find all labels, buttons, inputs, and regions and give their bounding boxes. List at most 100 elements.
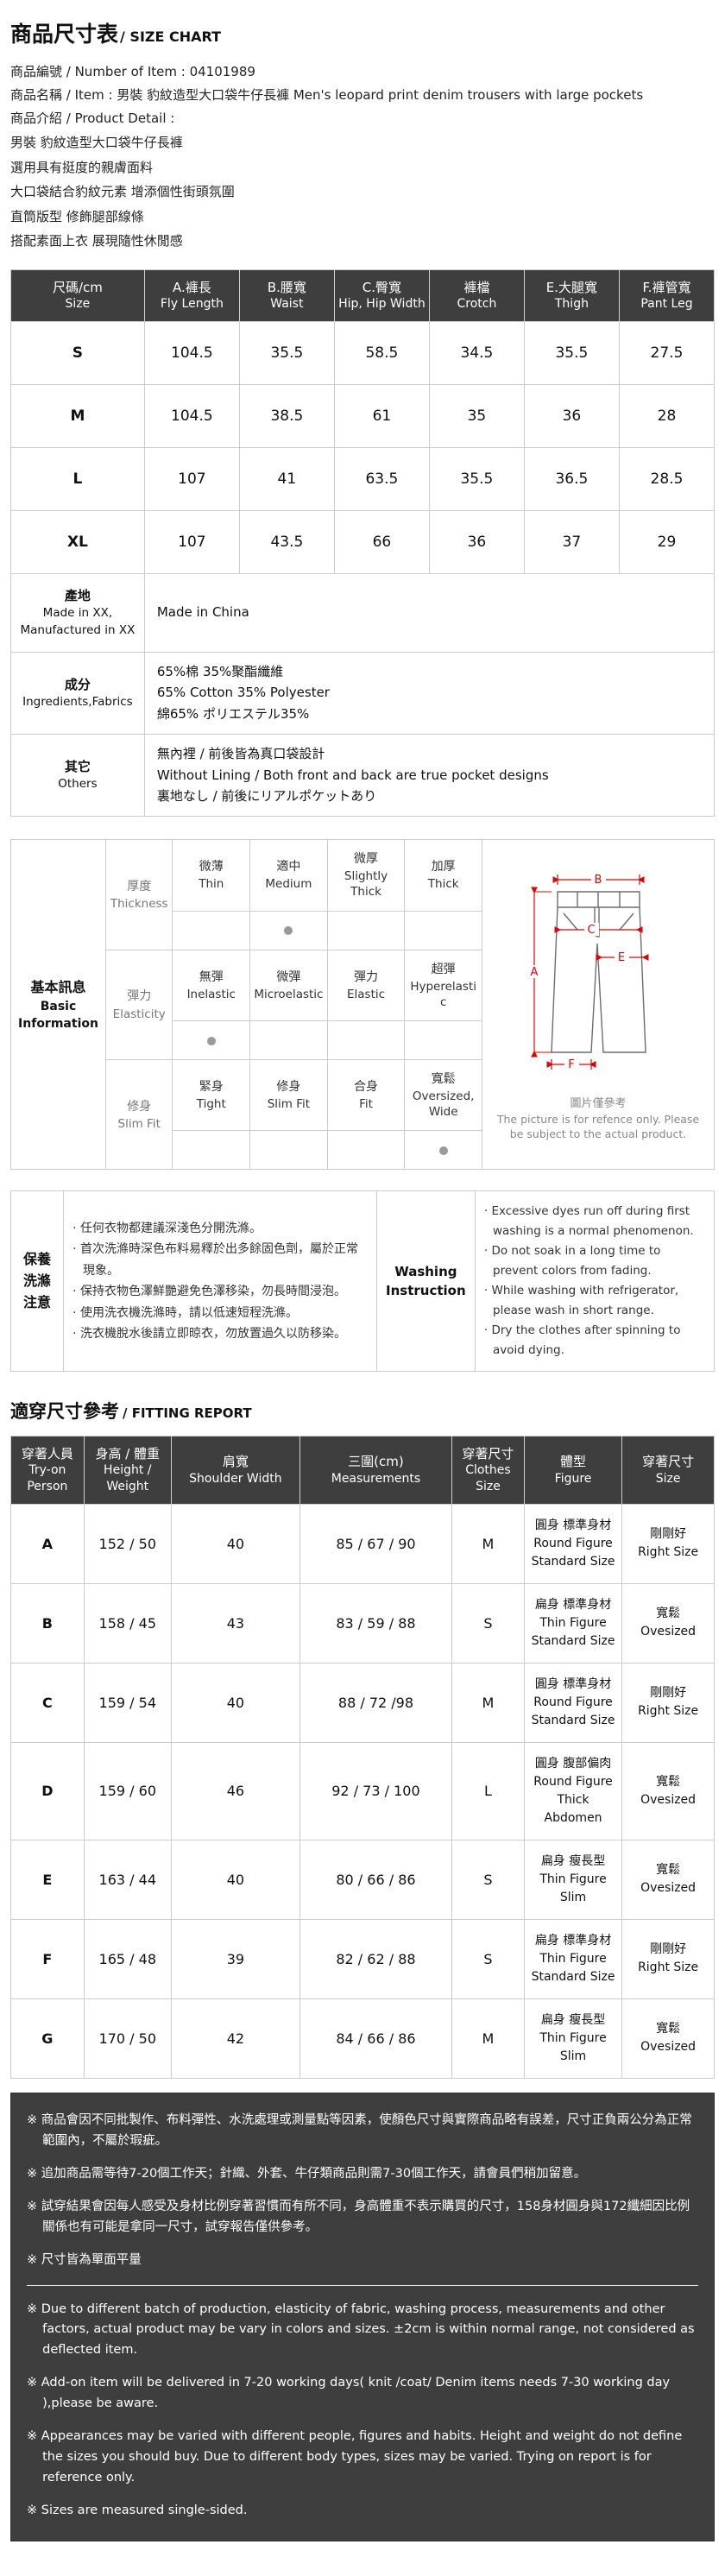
column-header-zh: 穿著尺寸 — [642, 1454, 695, 1470]
wearing-size-zh: 寬鬆 — [656, 1863, 681, 1878]
attribute-label-zh: 其它 — [64, 758, 91, 774]
diagram-label-b: B — [594, 874, 602, 887]
basic-option-zh: 適中 — [276, 860, 301, 874]
basic-option-cell: 微厚 Slightly Thick — [326, 839, 406, 912]
basic-attribute-label: 彈力 Elasticity — [105, 949, 173, 1061]
height-weight-cell: 165 / 48 — [83, 1918, 172, 1999]
basic-dot-cell — [172, 1020, 251, 1061]
basic-option-en: Inelastic — [186, 987, 236, 1001]
fitting-report-title-zh: 適穿尺寸參考 — [10, 1400, 119, 1422]
attribute-label-en: Others — [58, 777, 98, 792]
washing-label: 保養 洗滌 注意 — [9, 1190, 65, 1372]
column-header-en: Clothes Size — [465, 1463, 511, 1494]
measurements-cell: 85 / 67 / 90 — [299, 1503, 452, 1584]
attribute-value-line: 無內裡 / 前後皆為真口袋設計 — [156, 745, 325, 761]
size-value-cell: 104.5 — [143, 383, 240, 448]
figure-en: Round Figure Standard Size — [531, 1695, 615, 1727]
height-weight-cell: 159 / 54 — [83, 1662, 172, 1743]
footer-notes-en: ※ Due to different batch of production, … — [27, 2300, 698, 2522]
product-detail-lines: 男裝 豹紋造型大口袋牛仔長褲 選用具有挺度的親膚面料 大口袋結合豹紋元素 增添個性街… — [10, 130, 715, 254]
fitting-row: A 152 / 50 40 85 / 67 / 90 M 圓身 標準身材 Round Fig… — [10, 1503, 715, 1584]
basic-attribute-label: 厚度 Thickness — [105, 839, 173, 950]
product-detail-label: 商品介紹 / Product Detail : — [10, 110, 175, 126]
attribute-value-cell: Made in China — [143, 572, 716, 653]
try-on-person-cell: G — [10, 1998, 85, 2079]
attribute-value-line: Made in China — [156, 604, 249, 621]
column-header-en: Size — [655, 1471, 681, 1486]
basic-option-en: Tight — [196, 1097, 226, 1112]
basic-attribute-label-zh: 彈力 — [127, 989, 152, 1004]
washing-table: 保養 洗滌 注意 · 任何衣物都建議深淺色分開洗滌。 · 首次洗滌時深色布料易釋於出多… — [9, 1190, 716, 1372]
column-header-zh: C.臀寬 — [362, 279, 401, 295]
column-header-zh: B.腰寬 — [267, 279, 306, 295]
basic-dot-cell — [172, 1130, 251, 1171]
fitting-column-header: 三圍(cm) Measurements — [299, 1435, 452, 1505]
size-value-cell: 43.5 — [238, 509, 335, 574]
washing-note-en: · Excessive dyes run off during first wa… — [483, 1204, 694, 1239]
size-value-cell: 63.5 — [333, 446, 430, 511]
washing-note-zh: · 首次洗滌時深色布料易釋於出多餘固色劑，屬於正常現象。 — [72, 1242, 359, 1278]
diagram-label-e: E — [617, 951, 624, 964]
basic-dot-cell — [326, 1130, 406, 1171]
basic-option-en: Microelastic — [254, 987, 324, 1001]
basic-attribute-row: 修身 Slim Fit 緊身 Tight 修身 Slim Fit 合身 Fit 寬鬆 Oversi… — [11, 1059, 715, 1171]
basic-info-title-en: Basic Information — [18, 1000, 98, 1031]
size-value-cell: 107 — [143, 446, 240, 511]
size-chart-row: S 104.5 35.5 58.5 34.5 35.5 27.5 — [10, 320, 716, 385]
basic-dot-cell — [249, 1130, 328, 1171]
figure-zh: 圓身 標準身材 — [534, 1676, 612, 1691]
wearing-size-cell: 寬鬆 Ovesized — [621, 1998, 715, 2079]
fitting-column-header: 穿著尺寸 Clothes Size — [451, 1435, 525, 1505]
column-header-zh: F.褲管寬 — [642, 279, 691, 295]
fitting-report-table: 穿著人員 Try-on Person 身高 / 體重 Height / Weight 肩… — [10, 1435, 715, 2079]
try-on-person-cell: B — [10, 1582, 85, 1664]
washing-label-line: 注意 — [23, 1293, 52, 1310]
try-on-person-cell: A — [10, 1503, 85, 1584]
washing-note-en: · While washing with refrigerator, pleas… — [483, 1284, 679, 1318]
shoulder-width-cell: 42 — [170, 1998, 300, 2079]
figure-en: Round Figure Standard Size — [531, 1536, 615, 1569]
footer-note-zh: ※ 尺寸皆為單面平量 — [27, 2252, 142, 2267]
size-value-cell: 37 — [523, 509, 620, 574]
size-value-cell: 36.5 — [523, 446, 620, 511]
attribute-label-en: Made in XX, Manufactured in XX — [20, 606, 136, 637]
attribute-value-line: 65%棉 35%聚酯纖維 — [156, 663, 284, 679]
footer-note-en: ※ Due to different batch of production, … — [27, 2301, 695, 2358]
figure-zh: 扁身 瘦長型 — [540, 2012, 606, 2027]
fitting-report-title-en: / FITTING REPORT — [123, 1405, 252, 1421]
fitting-column-header: 穿著人員 Try-on Person — [10, 1435, 85, 1505]
figure-cell: 扁身 瘦長型 Thin Figure Slim — [523, 1998, 623, 2079]
size-value-cell: 28 — [618, 383, 716, 448]
size-value-cell: 35.5 — [428, 446, 525, 511]
column-header-en: Shoulder Width — [189, 1471, 282, 1486]
shoulder-width-cell: 39 — [170, 1918, 300, 1999]
fitting-column-header: 肩寬 Shoulder Width — [170, 1435, 300, 1505]
figure-zh: 扁身 標準身材 — [534, 1597, 612, 1612]
fitting-row: G 170 / 50 42 84 / 66 / 86 M 扁身 瘦長型 Thin Figur… — [10, 1998, 715, 2079]
basic-dot-cell — [249, 1020, 328, 1061]
clothes-size-cell: M — [451, 1662, 525, 1743]
size-chart-header: 尺碼/cm Size A.褲長 Fly Length B.腰寬 Waist C.臀寬 Hip,… — [10, 268, 716, 322]
fitting-report-title: 適穿尺寸參考 / FITTING REPORT — [10, 1398, 715, 1424]
diagram-dimensions — [530, 874, 649, 1070]
footer-notes-zh: ※ 商品會因不同批製作、布料彈性、水洗處理或測量點等因素，使顏色尺寸與實際商品略… — [27, 2111, 698, 2271]
trousers-outline — [550, 891, 646, 1053]
height-weight-cell: 158 / 45 — [83, 1582, 172, 1664]
column-header-zh: 尺碼/cm — [52, 279, 103, 295]
washing-label-line: 保養 — [23, 1251, 52, 1267]
column-header-en: Measurements — [331, 1471, 421, 1486]
figure-cell: 扁身 標準身材 Thin Figure Standard Size — [523, 1918, 623, 1999]
basic-option-cell: 寬鬆 Oversized, Wide — [404, 1059, 482, 1132]
clothes-size-cell: L — [451, 1741, 525, 1840]
washing-notes-en: · Excessive dyes run off during first wa… — [474, 1190, 716, 1372]
size-value-cell: 38.5 — [238, 383, 335, 448]
basic-option-cell: 合身 Fit — [326, 1059, 406, 1132]
wearing-size-zh: 寬鬆 — [656, 2022, 681, 2036]
column-header-en: Fly Length — [160, 296, 224, 311]
column-header-en: Hip, Hip Width — [338, 296, 426, 311]
footer-divider — [27, 2284, 698, 2286]
diagram-letters: B C E A F — [526, 872, 629, 1071]
size-chart-column-header: 褲檔 Crotch — [428, 268, 525, 322]
shoulder-width-cell: 46 — [170, 1741, 300, 1840]
